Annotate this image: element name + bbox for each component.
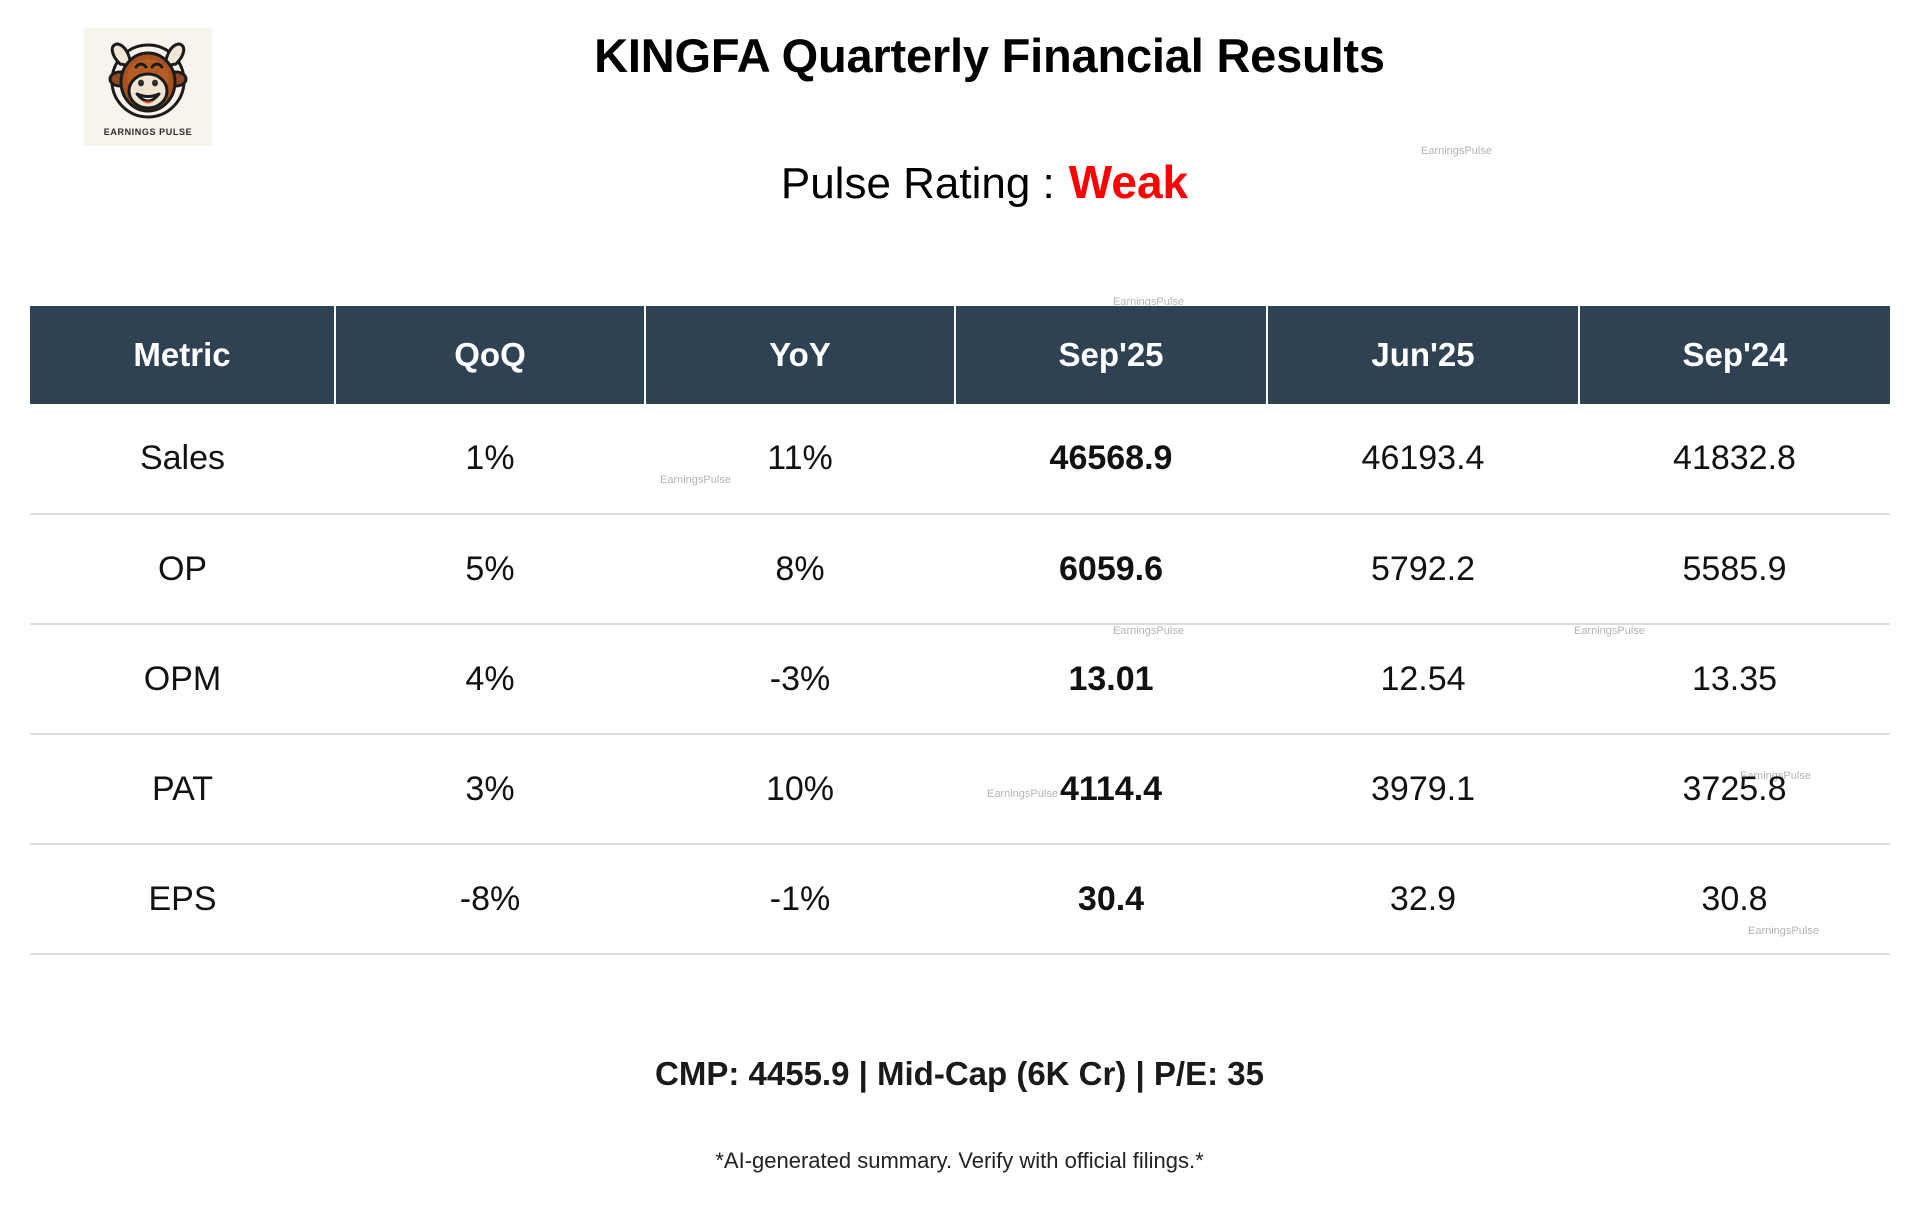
cell-jun25: 46193.4 bbox=[1267, 404, 1579, 515]
row-metric-name: PAT bbox=[30, 734, 335, 845]
cell-yoy: -1% bbox=[645, 844, 955, 955]
financial-table: Metric QoQ YoY Sep'25 Jun'25 Sep'24 Sale… bbox=[30, 306, 1890, 955]
cell-sep24: 5585.9 bbox=[1579, 514, 1890, 625]
table-row: PAT 3% 10% 4114.4 3979.1 3725.8 bbox=[30, 734, 1890, 845]
brand-logo: EARNINGS PULSE bbox=[84, 28, 212, 146]
table-header: Metric QoQ YoY Sep'25 Jun'25 Sep'24 bbox=[30, 306, 1890, 404]
cell-jun25: 32.9 bbox=[1267, 844, 1579, 955]
column-header-yoy: YoY bbox=[645, 306, 956, 404]
cell-sep24: 30.8 bbox=[1579, 844, 1890, 955]
disclaimer-text: *AI-generated summary. Verify with offic… bbox=[715, 1148, 1204, 1173]
cell-sep25: 30.4 bbox=[955, 844, 1267, 955]
logo-caption: EARNINGS PULSE bbox=[103, 127, 193, 137]
row-metric-name: OPM bbox=[30, 624, 335, 735]
cell-sep25: 13.01 bbox=[955, 624, 1267, 735]
table-header-row: Metric QoQ YoY Sep'25 Jun'25 Sep'24 bbox=[30, 306, 1890, 404]
column-header-sep25: Sep'25 bbox=[955, 306, 1268, 404]
cell-jun25: 5792.2 bbox=[1267, 514, 1579, 625]
column-header-metric: Metric bbox=[30, 306, 336, 404]
cell-yoy: 8% bbox=[645, 514, 955, 625]
cell-qoq: -8% bbox=[335, 844, 645, 955]
pulse-rating: Pulse Rating : Weak bbox=[0, 155, 1919, 209]
cell-yoy: -3% bbox=[645, 624, 955, 735]
cell-sep24: 13.35 bbox=[1579, 624, 1890, 735]
cell-qoq: 4% bbox=[335, 624, 645, 735]
cell-sep24: 41832.8 bbox=[1579, 404, 1890, 515]
row-metric-name: OP bbox=[30, 514, 335, 625]
column-header-sep24: Sep'24 bbox=[1579, 306, 1890, 404]
pulse-rating-label: Pulse Rating : bbox=[780, 159, 1055, 208]
table-row: Sales 1% 11% 46568.9 46193.4 41832.8 bbox=[30, 404, 1890, 515]
table-row: EPS -8% -1% 30.4 32.9 30.8 bbox=[30, 844, 1890, 955]
financial-table-container: Metric QoQ YoY Sep'25 Jun'25 Sep'24 Sale… bbox=[30, 306, 1890, 955]
table-body: Sales 1% 11% 46568.9 46193.4 41832.8 OP … bbox=[30, 404, 1890, 955]
cell-jun25: 12.54 bbox=[1267, 624, 1579, 735]
cell-qoq: 5% bbox=[335, 514, 645, 625]
cell-sep25: 46568.9 bbox=[955, 404, 1267, 515]
cmp-summary: CMP: 4455.9 | Mid-Cap (6K Cr) | P/E: 35 bbox=[655, 1055, 1264, 1092]
table-row: OPM 4% -3% 13.01 12.54 13.35 bbox=[30, 624, 1890, 735]
column-header-qoq: QoQ bbox=[335, 306, 646, 404]
row-metric-name: EPS bbox=[30, 844, 335, 955]
cell-yoy: 10% bbox=[645, 734, 955, 845]
row-metric-name: Sales bbox=[30, 404, 335, 515]
bull-head-icon bbox=[100, 34, 196, 126]
column-header-jun25: Jun'25 bbox=[1267, 306, 1580, 404]
page-title: KINGFA Quarterly Financial Results bbox=[594, 29, 1385, 82]
cell-sep24: 3725.8 bbox=[1579, 734, 1890, 845]
pulse-rating-value: Weak bbox=[1068, 156, 1189, 208]
cell-jun25: 3979.1 bbox=[1267, 734, 1579, 845]
cell-sep25: 6059.6 bbox=[955, 514, 1267, 625]
cell-qoq: 3% bbox=[335, 734, 645, 845]
cell-sep25: 4114.4 bbox=[955, 734, 1267, 845]
cell-qoq: 1% bbox=[335, 404, 645, 515]
table-row: OP 5% 8% 6059.6 5792.2 5585.9 bbox=[30, 514, 1890, 625]
cell-yoy: 11% bbox=[645, 404, 955, 515]
